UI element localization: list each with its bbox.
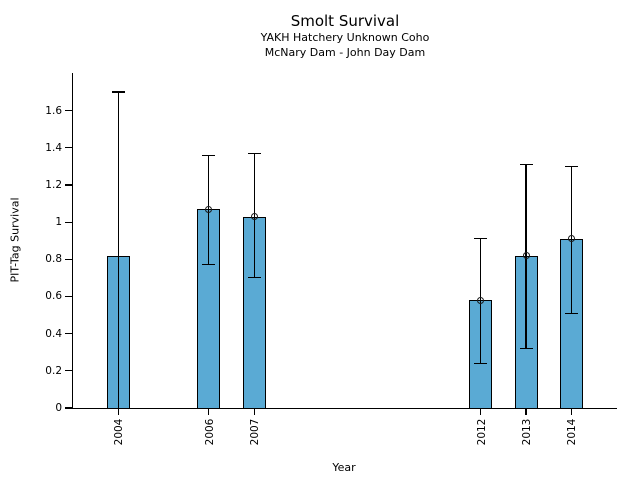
x-tick-label: 2014: [566, 418, 579, 446]
x-tick-label: 2013: [521, 418, 533, 446]
x-tick-label: 2007: [249, 418, 262, 446]
x-tick-mark: [208, 409, 210, 416]
y-tick-label: 0.6: [45, 290, 62, 303]
y-tick-label: 0: [55, 402, 62, 414]
error-cap-low-2007: [247, 277, 261, 279]
point-marker-2012: [477, 296, 485, 304]
y-tick-mark: [64, 258, 72, 260]
y-tick-label: 0.4: [45, 327, 62, 340]
y-tick-label: 1.4: [45, 141, 62, 154]
y-tick-mark: [64, 333, 72, 335]
x-tick-label: 2012: [475, 418, 488, 446]
error-bar-2004: [117, 91, 119, 408]
y-tick-mark: [64, 370, 72, 372]
y-tick-mark: [64, 109, 72, 112]
y-tick-label: 1.2: [45, 178, 62, 191]
x-tick-mark: [570, 409, 572, 416]
x-tick-mark: [525, 409, 527, 416]
y-tick-mark: [64, 221, 72, 223]
error-cap-high-2014: [564, 165, 578, 167]
y-tick-label: 1.6: [45, 104, 62, 117]
error-cap-high-2012: [474, 238, 488, 240]
point-marker-2006: [205, 205, 213, 213]
error-cap-low-2014: [564, 312, 578, 314]
chart-title: Smolt Survival: [290, 12, 400, 30]
y-tick-mark: [64, 184, 72, 186]
point-marker-2007: [250, 213, 258, 221]
y-tick-label: 0.2: [45, 364, 62, 377]
point-marker-2013: [522, 252, 530, 260]
chart-subtitle-stock: YAKH Hatchery Unknown Coho: [260, 31, 430, 44]
error-cap-high-2007: [247, 152, 261, 154]
x-tick-mark: [480, 409, 482, 416]
error-cap-high-2004: [111, 91, 125, 93]
y-axis-line: [71, 73, 73, 410]
error-cap-low-2012: [474, 362, 488, 364]
x-axis-line: [70, 407, 617, 409]
error-cap-high-2013: [519, 163, 533, 166]
y-tick-mark: [64, 295, 72, 298]
chart-subtitle-reach: McNary Dam - John Day Dam: [264, 46, 426, 59]
x-tick-mark: [253, 409, 255, 416]
error-cap-high-2006: [202, 154, 216, 156]
x-tick-mark: [117, 409, 119, 416]
error-cap-low-2013: [519, 347, 533, 350]
x-axis-label: Year: [332, 461, 356, 474]
point-marker-2014: [567, 235, 575, 243]
y-tick-label: 1: [55, 216, 62, 229]
y-tick-mark: [64, 147, 72, 149]
x-tick-label: 2004: [113, 418, 126, 446]
error-cap-low-2006: [202, 264, 216, 266]
y-tick-label: 0.8: [45, 253, 62, 266]
x-tick-label: 2006: [203, 418, 216, 446]
y-tick-mark: [64, 407, 72, 409]
